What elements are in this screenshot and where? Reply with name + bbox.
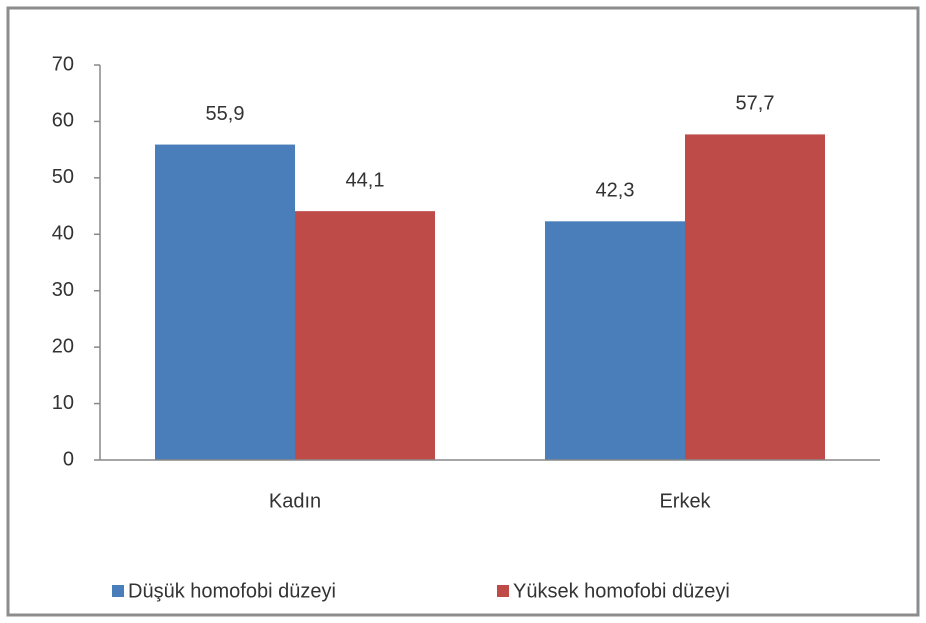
bar xyxy=(295,211,435,460)
x-tick-label: Kadın xyxy=(269,490,321,512)
legend-label: Yüksek homofobi düzeyi xyxy=(513,580,730,602)
y-tick-label: 0 xyxy=(63,448,74,470)
y-tick-label: 70 xyxy=(52,53,74,75)
bar xyxy=(685,134,825,460)
legend-label: Düşük homofobi düzeyi xyxy=(128,580,336,602)
y-tick-label: 30 xyxy=(52,279,74,301)
value-label: 42,3 xyxy=(596,180,635,202)
legend-swatch xyxy=(497,585,509,597)
bar xyxy=(155,144,295,461)
value-label: 44,1 xyxy=(346,169,385,191)
y-tick-label: 40 xyxy=(52,223,74,245)
legend-swatch xyxy=(112,585,124,597)
y-tick-label: 20 xyxy=(52,335,74,357)
bar xyxy=(545,221,685,460)
x-tick-label: Erkek xyxy=(659,490,711,512)
y-tick-label: 50 xyxy=(52,166,74,188)
value-label: 57,7 xyxy=(736,93,775,115)
y-tick-label: 60 xyxy=(52,110,74,132)
value-label: 55,9 xyxy=(206,103,245,125)
y-tick-label: 10 xyxy=(52,392,74,414)
